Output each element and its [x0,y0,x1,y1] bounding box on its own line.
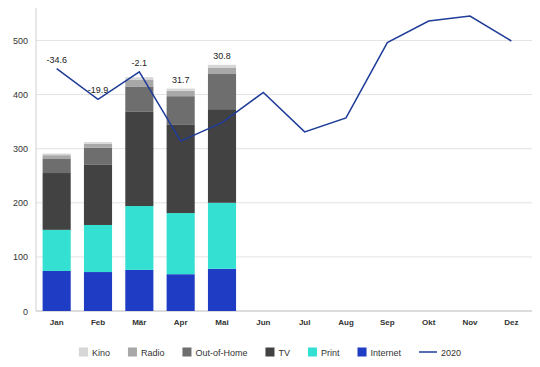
legend-swatch [308,348,317,357]
legend-label: TV [278,348,290,358]
legend-label: Radio [141,348,165,358]
bar-segment [84,272,112,311]
bar-segment [84,142,112,144]
x-tick-label: Mär [132,318,146,327]
y-tick-label: 100 [13,252,28,262]
bar-segment [167,89,195,91]
bar-segment [167,213,195,274]
legend-swatch [358,348,367,357]
legend-label: Kino [92,348,110,358]
x-tick-label: Mai [215,318,228,327]
bar-segment [208,203,236,269]
x-tick-label: Aug [338,318,354,327]
bar-segment [125,111,153,206]
bar-segment [208,65,236,68]
legend-label: Out-of-Home [195,348,247,358]
bar-segment [125,206,153,270]
bar-segment [43,158,71,173]
legend-label: 2020 [441,348,461,358]
grid-line [36,94,532,95]
bar-segment [43,155,71,158]
line [57,16,512,141]
bar-segment [208,269,236,311]
x-tick-label: Feb [91,318,105,327]
x-tick-label: Jul [299,318,311,327]
x-tick-label: Dez [504,318,518,327]
legend-swatch [419,351,437,353]
bar-segment [84,144,112,148]
x-tick-label: Jan [50,318,64,327]
bar-segment [125,80,153,86]
chart: 0 100 200 300 400 500 Jan Feb Mär Apr Mai Jun Jul Aug… [0,0,540,367]
x-tick-label: Apr [174,318,188,327]
bar-segment [167,274,195,311]
change-label: -19.9 [88,85,109,95]
x-tick-label: Nov [462,318,478,327]
y-tick-label: 200 [13,198,28,208]
bar-segment [167,91,195,96]
x-tick-label: Jun [256,318,270,327]
bar-segment [43,173,71,230]
bar-segment [84,225,112,272]
bar-segment [43,271,71,311]
y-tick-label: 0 [23,307,28,317]
x-tick-label: Sep [380,318,395,327]
bar-segment [208,74,236,109]
change-label: -34.6 [46,55,67,65]
grid [36,40,532,311]
legend-label: Internet [371,348,402,358]
change-label: -2.1 [132,58,148,68]
y-tick-label: 300 [13,144,28,154]
y-axis-line [36,8,37,311]
bar-segment [125,86,153,111]
legend-label: Print [321,348,340,358]
y-tick-label: 400 [13,90,28,100]
bar-segment [208,68,236,74]
legend-swatch [128,348,137,357]
bar-segment [84,148,112,165]
legend-swatch [182,348,191,357]
legend: Kino Radio Out-of-Home TV Print Internet 2020 [79,348,461,359]
legend-swatch [79,348,88,357]
bar-segment [43,230,71,271]
marks [43,16,512,311]
bar-segment [167,124,195,213]
y-tick-label: 500 [13,36,28,46]
bar-segment [125,270,153,311]
change-label: 30.8 [213,51,231,61]
bar-segment [167,96,195,124]
bar-segment [84,164,112,225]
x-tick-label: Okt [422,318,436,327]
change-label: 31.7 [172,75,190,85]
grid-line [36,40,532,41]
legend-swatch [265,348,274,357]
bar-segment [43,154,71,156]
